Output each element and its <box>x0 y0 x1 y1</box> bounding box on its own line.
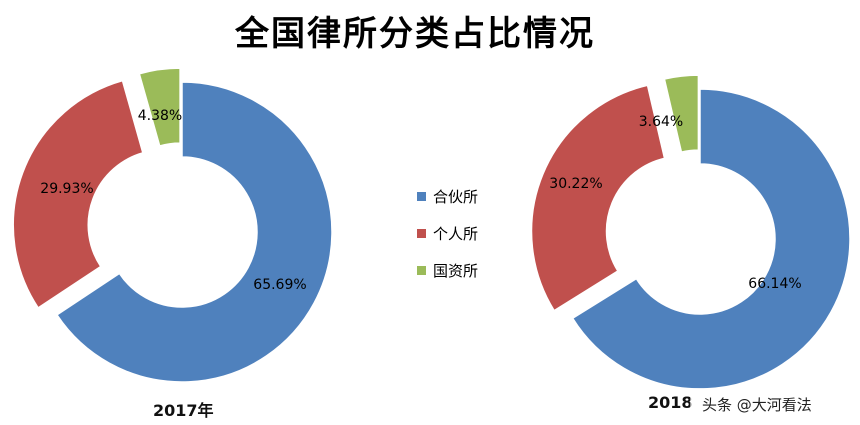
donut-slice-individual <box>12 79 144 309</box>
legend-item-state-owned: 国资所 <box>417 252 478 289</box>
donut-chart-2018: 66.14% 30.22% 3.64% <box>530 74 851 390</box>
year-label-2018: 2018 <box>648 393 693 412</box>
watermark-backdrop <box>690 388 852 418</box>
legend-swatch <box>417 192 426 201</box>
legend-item-partnership: 合伙所 <box>417 178 478 215</box>
data-label-partnership: 65.69% <box>253 277 306 293</box>
donut-slice-partnership <box>571 88 851 390</box>
donut-chart-2017: 65.69% 29.93% 4.38% <box>12 67 333 383</box>
legend-swatch <box>417 266 426 275</box>
data-label-partnership: 66.14% <box>748 276 801 292</box>
donut-slice-state-owned <box>663 74 700 153</box>
watermark: 头条 @大河看法 <box>702 396 812 414</box>
data-label-state-owned: 4.38% <box>138 108 182 124</box>
legend-label: 合伙所 <box>433 188 479 206</box>
data-label-individual: 29.93% <box>40 181 93 197</box>
donut-slice-individual <box>530 84 666 312</box>
donut-slice-partnership <box>55 81 333 383</box>
chart-title: 全国律所分类占比情况 <box>235 14 595 54</box>
donut-slice-state-owned <box>138 67 181 147</box>
data-label-state-owned: 3.64% <box>639 114 683 130</box>
legend-label: 个人所 <box>433 225 479 243</box>
legend-item-individual: 个人所 <box>417 215 478 252</box>
legend-label: 国资所 <box>433 262 479 280</box>
year-label-2017: 2017年 <box>153 401 214 420</box>
data-label-individual: 30.22% <box>549 176 602 192</box>
legend-swatch <box>417 229 426 238</box>
legend: 合伙所 个人所 国资所 <box>417 178 478 289</box>
